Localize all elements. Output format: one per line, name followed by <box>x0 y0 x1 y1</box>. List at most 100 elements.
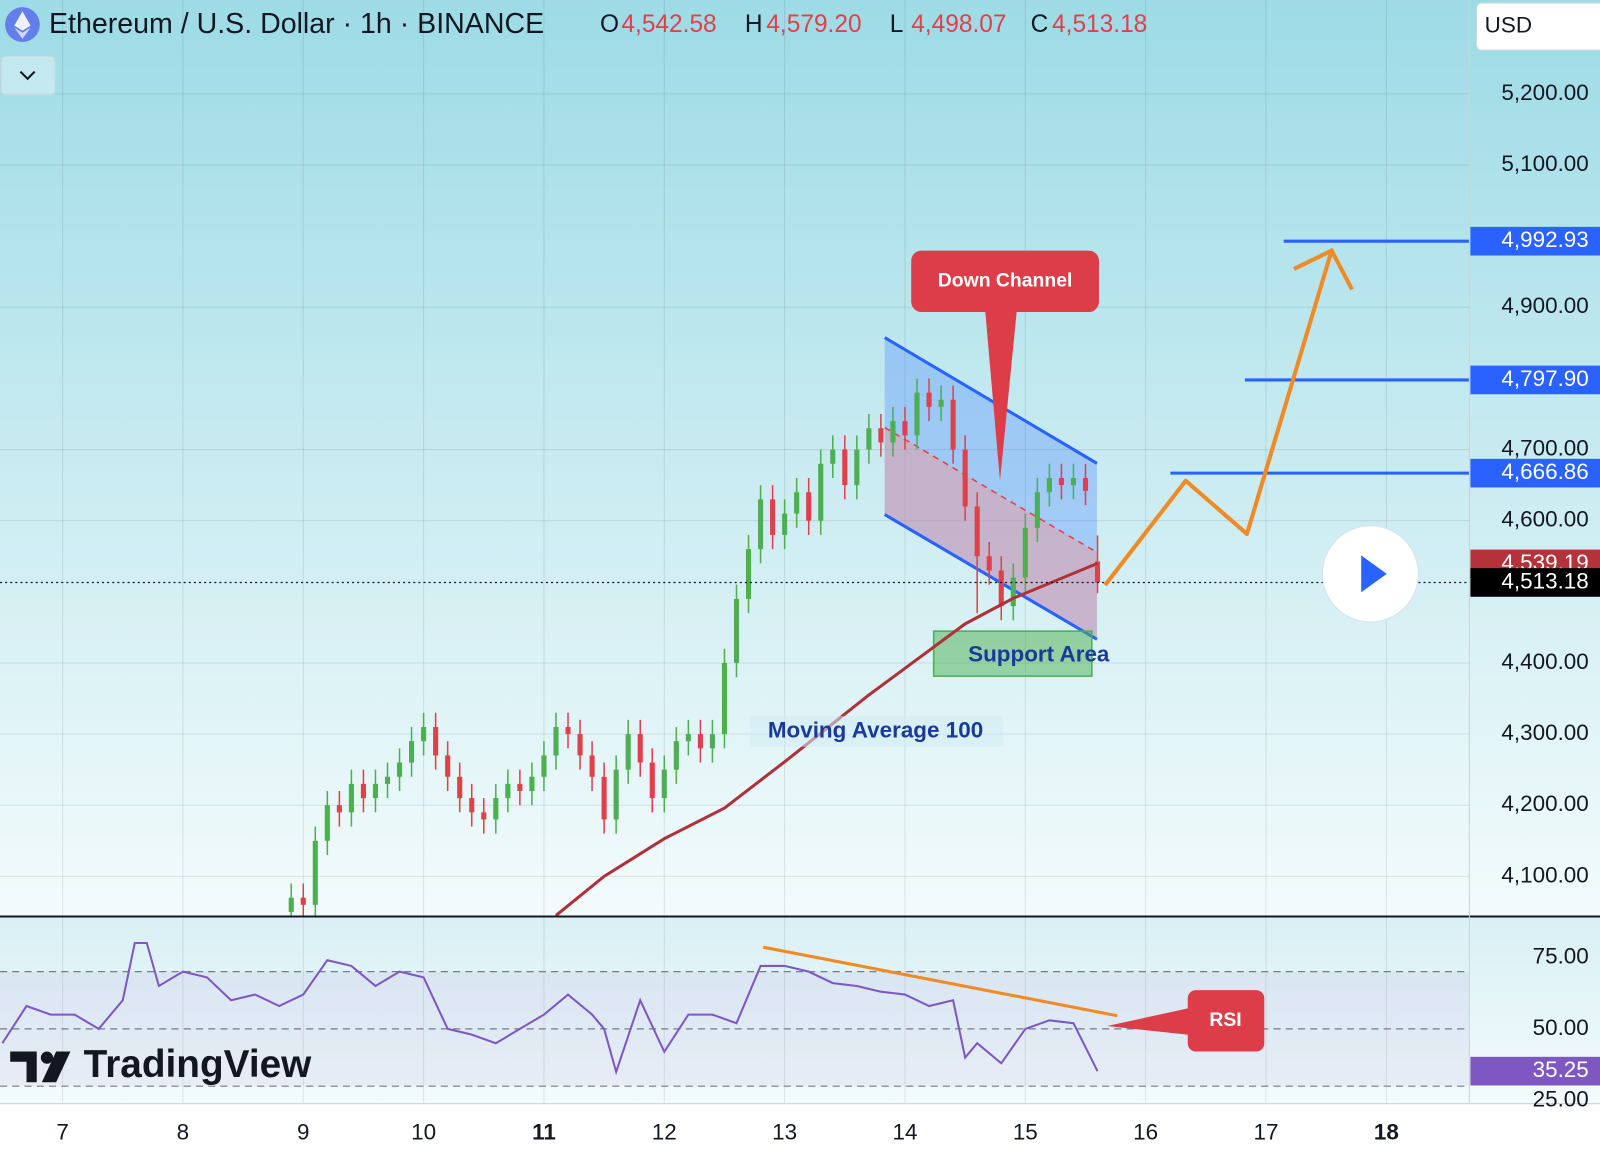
y-tick-label: 4,200.00 <box>1501 791 1588 816</box>
candle-body <box>457 776 463 799</box>
candle-body <box>384 776 391 784</box>
candle-body <box>1082 478 1089 491</box>
candle-body <box>360 783 366 799</box>
candle-body <box>300 897 306 905</box>
collapse-button[interactable] <box>0 55 56 96</box>
candle-body <box>601 776 607 820</box>
candle-body <box>685 734 691 742</box>
candle-body <box>505 783 511 799</box>
candle-body <box>625 734 631 770</box>
candle-body <box>637 734 643 763</box>
x-tick-label: 16 <box>1133 1119 1158 1144</box>
candle-body <box>902 421 908 436</box>
candle-body <box>1070 478 1077 486</box>
logo-mark <box>41 1051 71 1083</box>
y-tick-label: 4,400.00 <box>1501 649 1588 674</box>
rsi-marker-label: 35.25 <box>1533 1057 1589 1082</box>
ma-label: Moving Average 100 <box>768 717 983 742</box>
channel-midline <box>884 426 1098 554</box>
candle-body <box>553 726 559 756</box>
projection-arrow <box>1103 250 1334 587</box>
candle-body <box>589 755 595 777</box>
eth-icon-glyph <box>14 11 31 31</box>
candle-body <box>348 783 354 813</box>
y-tick-label: 4,300.00 <box>1501 720 1588 745</box>
candle-body <box>517 783 523 792</box>
price-marker-label: 4,797.90 <box>1501 366 1588 391</box>
price-marker-label: 4,666.86 <box>1501 459 1588 484</box>
candle-body <box>998 570 1004 607</box>
channel-fill <box>884 337 1097 640</box>
candle-body <box>529 776 535 792</box>
price-marker <box>1470 568 1600 597</box>
candle-body <box>469 798 475 813</box>
y-tick-label: 5,200.00 <box>1501 80 1588 105</box>
candle-body <box>794 492 800 514</box>
y-tick-label: 4,700.00 <box>1501 435 1588 460</box>
candle-body <box>890 421 896 443</box>
x-tick-label: 10 <box>411 1119 436 1144</box>
price-marker <box>1470 458 1600 488</box>
candle-body <box>493 798 499 820</box>
time-axis <box>0 1103 1600 1162</box>
candle-body <box>986 556 992 571</box>
moving-average <box>555 561 1099 916</box>
callout-pointer <box>984 304 1018 481</box>
support-label: Support Area <box>968 642 1110 667</box>
rsi-callout-box <box>1187 990 1265 1052</box>
x-tick-label: 7 <box>56 1119 68 1144</box>
candle-body <box>709 734 715 749</box>
x-tick-label: 13 <box>772 1119 797 1144</box>
candle-body <box>914 392 920 436</box>
price-marker <box>1470 365 1600 395</box>
candle-body <box>806 492 812 521</box>
candle-body <box>288 897 294 912</box>
candle-body <box>1034 492 1040 528</box>
x-tick-label: 12 <box>652 1119 677 1144</box>
callout-box <box>911 250 1099 312</box>
candle-body <box>409 741 415 763</box>
rsi-line <box>1 941 1099 1076</box>
ohlc-key: H <box>745 11 763 38</box>
channel-bottom <box>883 513 1098 641</box>
rsi-callout-pointer <box>1107 1007 1192 1036</box>
candle-body <box>661 769 667 799</box>
candle-body <box>336 805 342 813</box>
candle-body <box>421 726 427 742</box>
grid <box>0 0 1470 1104</box>
candle-body <box>866 428 872 450</box>
levels: 4,992.934,797.904,666.864,539.194,513.18 <box>0 226 1600 597</box>
watermark: TradingView <box>10 1043 312 1086</box>
ma-label-bg <box>750 716 1004 747</box>
candle-body <box>950 399 956 450</box>
candle-body <box>745 549 752 599</box>
price-pane <box>0 0 1600 916</box>
x-tick-label: 14 <box>892 1119 917 1144</box>
candle-body <box>697 734 703 749</box>
logo-mark <box>40 1051 54 1064</box>
x-tick-label: 9 <box>297 1119 309 1144</box>
candles <box>288 378 1101 916</box>
candle-body <box>721 662 728 735</box>
ohlc-value: 4,542.58 <box>621 11 716 38</box>
candle-body <box>974 506 980 557</box>
candle-body <box>854 449 860 486</box>
y-tick-label: 75.00 <box>1533 943 1589 968</box>
y-tick-label: 50.00 <box>1533 1015 1589 1040</box>
axes: 7 8 9 10 11 12 13 14 15 16 17 18 5,200.00 5,100.00 4,9… <box>56 80 1600 1144</box>
candle-body <box>962 449 968 507</box>
candle-body <box>1022 527 1028 578</box>
currency-box[interactable] <box>1476 2 1600 51</box>
candle-body <box>541 755 547 777</box>
candle-body <box>938 399 944 407</box>
candle-body <box>770 499 776 535</box>
channel-top <box>883 336 1098 465</box>
down-channel <box>883 336 1098 677</box>
chart-title: Ethereum / U.S. Dollar · 1h · BINANCE <box>49 8 544 40</box>
x-tick-label: 11 <box>532 1119 556 1144</box>
y-tick-label: 5,100.00 <box>1501 151 1588 176</box>
candle-body <box>613 769 619 820</box>
candle-body <box>565 726 571 735</box>
candle-body <box>433 726 439 756</box>
